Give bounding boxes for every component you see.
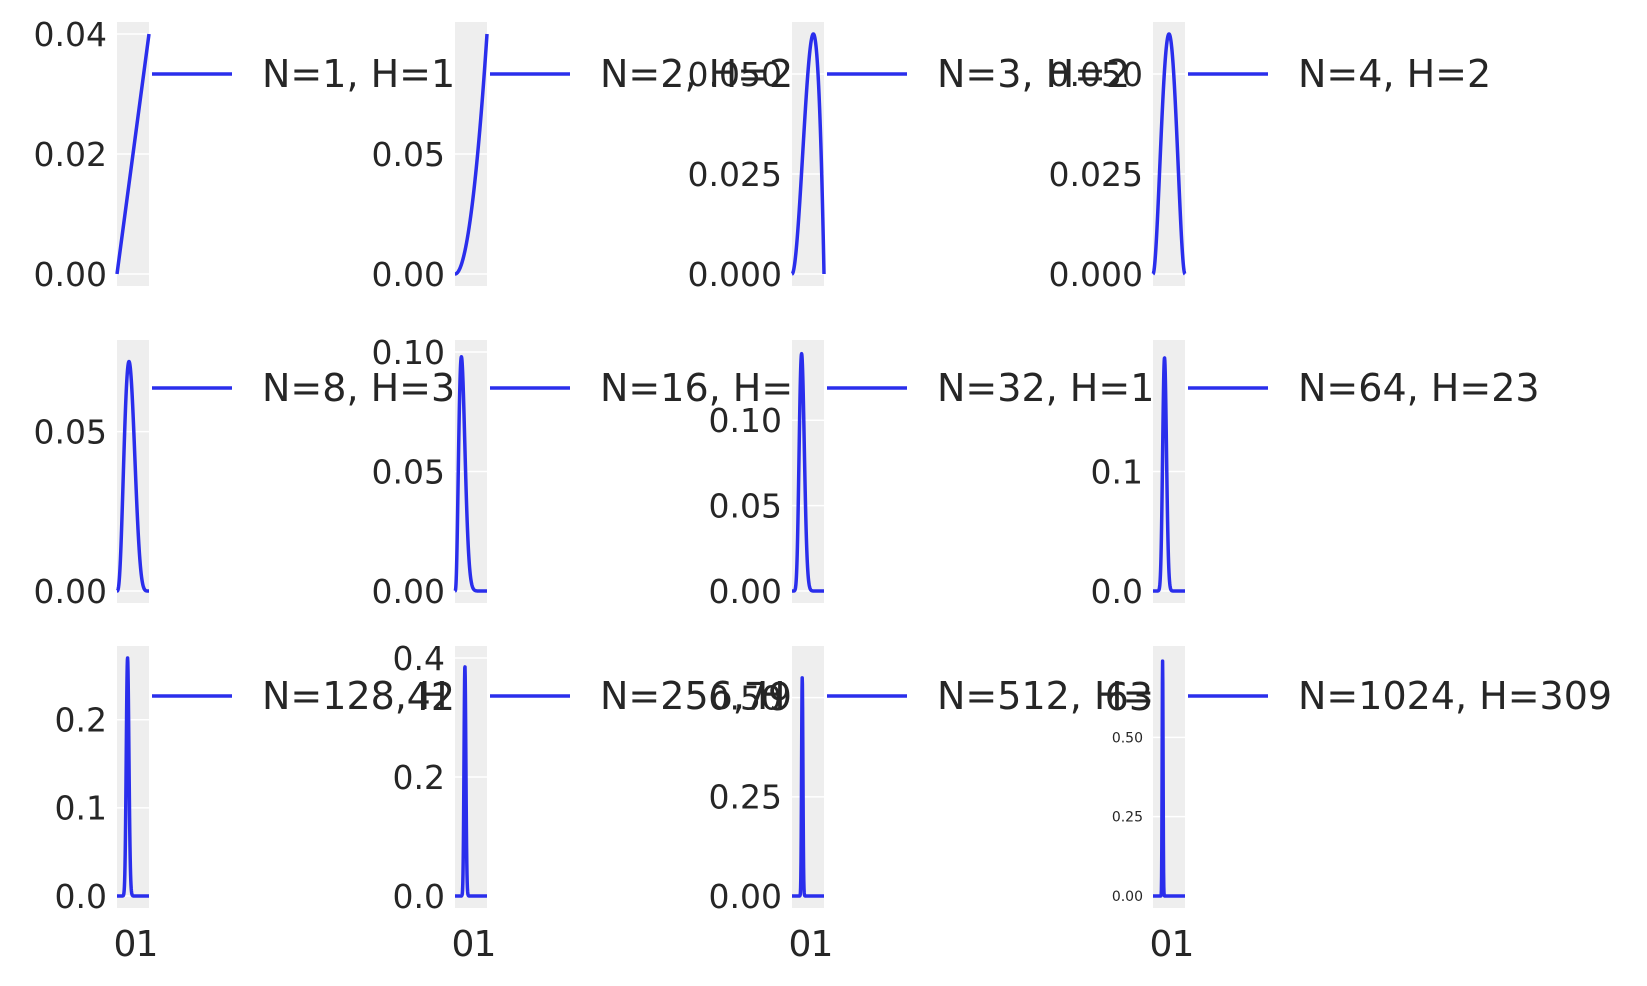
y-tick-label: 0.00 [709, 877, 782, 916]
x-tick-label: 1 [474, 924, 497, 965]
y-tick-label: 0.50 [1112, 730, 1143, 746]
subplot-9: 0.0 0.1 0.2 0 1 N=128, H [55, 646, 448, 965]
legend-label: N=8, H=3 [262, 366, 455, 410]
subplot-6: 0.000.050.10N=16, H= [372, 333, 794, 611]
y-tick-label: 0.05 [372, 135, 445, 174]
subplot-3: 0.000 0.025 0.050 N=3, H=2 [688, 22, 1130, 294]
density-line [1151, 32, 1187, 276]
y-tick-label: 0.10 [372, 333, 445, 372]
y-tick-label: 0.0 [1091, 572, 1143, 611]
legend-label: N=128, H [262, 674, 448, 718]
legend-label: N=64, H=23 [1298, 366, 1540, 410]
subplot-10: 0.0 0.2 0.4 0 1 N=256, H [393, 639, 786, 965]
y-tick-label: 0.1 [55, 789, 107, 828]
y-tick-label: 0.00 [34, 255, 107, 294]
density-line [115, 656, 151, 898]
y-tick-label: 0.050 [688, 55, 782, 94]
density-line [1151, 356, 1187, 593]
subplot-7: 0.00 0.05 0.10 N=32, H=1 [709, 340, 1154, 611]
axes-background [1153, 22, 1185, 286]
legend-label-fragment: 42 [407, 675, 455, 719]
subplot-4: 0.000 0.025 0.050 N=4, H=2 [1049, 22, 1491, 294]
legend-label: N=512, H= [937, 674, 1154, 718]
y-tick-label: 0.00 [709, 572, 782, 611]
subplot-1: 0.00 0.02 0.04 N=1, H=1 [34, 15, 456, 294]
y-tick-label: 0.25 [1112, 810, 1143, 826]
y-tick-label: 0.000 [688, 255, 782, 294]
density-line [115, 33, 151, 275]
legend-label: N=256, H [600, 674, 786, 718]
x-tick-label: 1 [811, 924, 834, 965]
x-tick-label: 0 [1150, 924, 1173, 965]
subplot-12: 0.00 0.25 0.50 0 1 N=1024, H=309 [1112, 646, 1612, 965]
density-line [453, 355, 489, 593]
y-tick-label: 0.050 [1049, 55, 1143, 94]
legend-label: N=2, H=2 [600, 52, 793, 96]
axes-background [792, 646, 824, 908]
y-tick-label: 0.00 [372, 255, 445, 294]
legend-label: N=1024, H=309 [1298, 674, 1612, 718]
density-line [790, 351, 826, 593]
y-tick-label: 0.00 [372, 572, 445, 611]
subplot-2: 0.00 0.05 N=2, H=2 [372, 22, 793, 294]
x-tick-label: 0 [789, 924, 812, 965]
y-tick-label: 0.025 [688, 155, 782, 194]
subplot-11: 0.00 0.25 0.50 0 1 N=512, H= [709, 646, 1154, 965]
x-tick-label: 0 [114, 924, 137, 965]
x-tick-label: 0 [452, 924, 475, 965]
y-tick-label: 0.025 [1049, 155, 1143, 194]
y-tick-label: 0.00 [1112, 889, 1143, 905]
subplot-5: 0.00 0.05 N=8, H=3 [34, 340, 455, 611]
density-line [115, 359, 151, 593]
legend-label: N=3, H=2 [937, 52, 1130, 96]
y-tick-label: 0.2 [393, 758, 445, 797]
legend-label: N=32, H=1 [937, 366, 1154, 410]
density-line [1151, 659, 1187, 898]
y-tick-label: 0.00 [34, 572, 107, 611]
y-tick-label: 0.04 [34, 15, 107, 54]
y-tick-label: 0.50 [709, 679, 782, 718]
y-tick-label: 0.02 [34, 135, 107, 174]
legend-label: N=4, H=2 [1298, 52, 1491, 96]
legend-label: N=16, H= [600, 366, 793, 410]
legend-label-fragment: 63 [1105, 675, 1153, 719]
density-line [453, 33, 489, 276]
y-tick-label: 0.05 [34, 413, 107, 452]
y-tick-label: 0.10 [709, 401, 782, 440]
density-line [453, 665, 489, 898]
y-tick-label: 0.000 [1049, 255, 1143, 294]
y-tick-label: 0.05 [372, 452, 445, 491]
subplot-8: 0.0 0.1 N=64, H=23 [1091, 340, 1540, 611]
y-tick-label: 0.2 [55, 701, 107, 740]
axes-background [1153, 646, 1185, 908]
y-tick-label: 0.1 [1091, 452, 1143, 491]
y-tick-label: 0.05 [709, 487, 782, 526]
x-tick-label: 1 [1172, 924, 1195, 965]
x-tick-label: 1 [136, 924, 159, 965]
axes-background [117, 646, 149, 908]
y-tick-label: 0.0 [393, 877, 445, 916]
y-tick-label: 0.0 [55, 877, 107, 916]
density-line [790, 676, 826, 898]
legend-label: N=1, H=1 [262, 52, 455, 96]
legend-label-fragment: 79 [744, 675, 792, 719]
density-line [790, 32, 826, 276]
y-tick-label: 0.25 [709, 778, 782, 817]
y-tick-label: 0.4 [393, 639, 445, 678]
